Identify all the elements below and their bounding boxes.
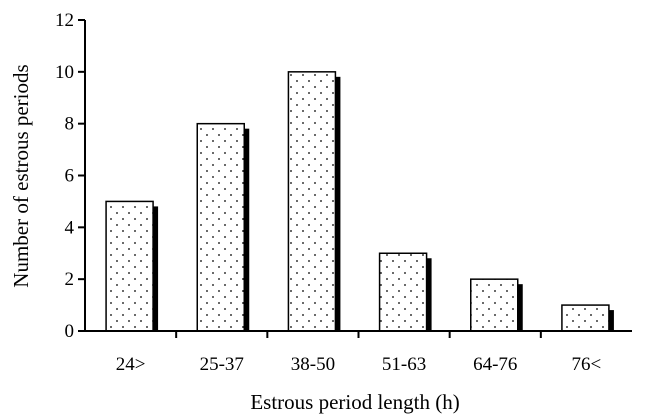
bar-64-76 bbox=[470, 278, 519, 332]
x-tick-label: 51-63 bbox=[382, 354, 426, 375]
x-axis-title: Estrous period length (h) bbox=[250, 390, 459, 414]
y-axis-title: Number of estrous periods bbox=[9, 64, 33, 287]
x-tick-label: 76< bbox=[572, 354, 602, 375]
y-tick-label: 8 bbox=[65, 114, 75, 135]
y-tick-label: 10 bbox=[55, 62, 74, 83]
y-tick-label: 0 bbox=[65, 321, 75, 342]
y-tick-label: 12 bbox=[55, 10, 74, 31]
x-tick-label: 24> bbox=[116, 354, 146, 375]
y-tick-label: 6 bbox=[65, 166, 75, 187]
bar-25-37 bbox=[196, 122, 245, 332]
y-ticks-group: 0 2 4 6 8 10 12 bbox=[55, 10, 85, 342]
x-tick-label: 38-50 bbox=[291, 354, 335, 375]
x-ticks-group: 24> 25-37 38-50 51-63 64-76 76< bbox=[116, 331, 602, 375]
x-tick-label: 64-76 bbox=[473, 354, 517, 375]
y-tick-label: 4 bbox=[65, 217, 75, 238]
bar-76< bbox=[561, 304, 610, 332]
bar-24> bbox=[105, 200, 154, 332]
bars-group bbox=[105, 71, 614, 332]
bar-38-50 bbox=[287, 71, 337, 332]
bar-51-63 bbox=[378, 252, 428, 332]
x-tick-label: 25-37 bbox=[200, 354, 244, 375]
y-tick-label: 2 bbox=[65, 269, 75, 290]
